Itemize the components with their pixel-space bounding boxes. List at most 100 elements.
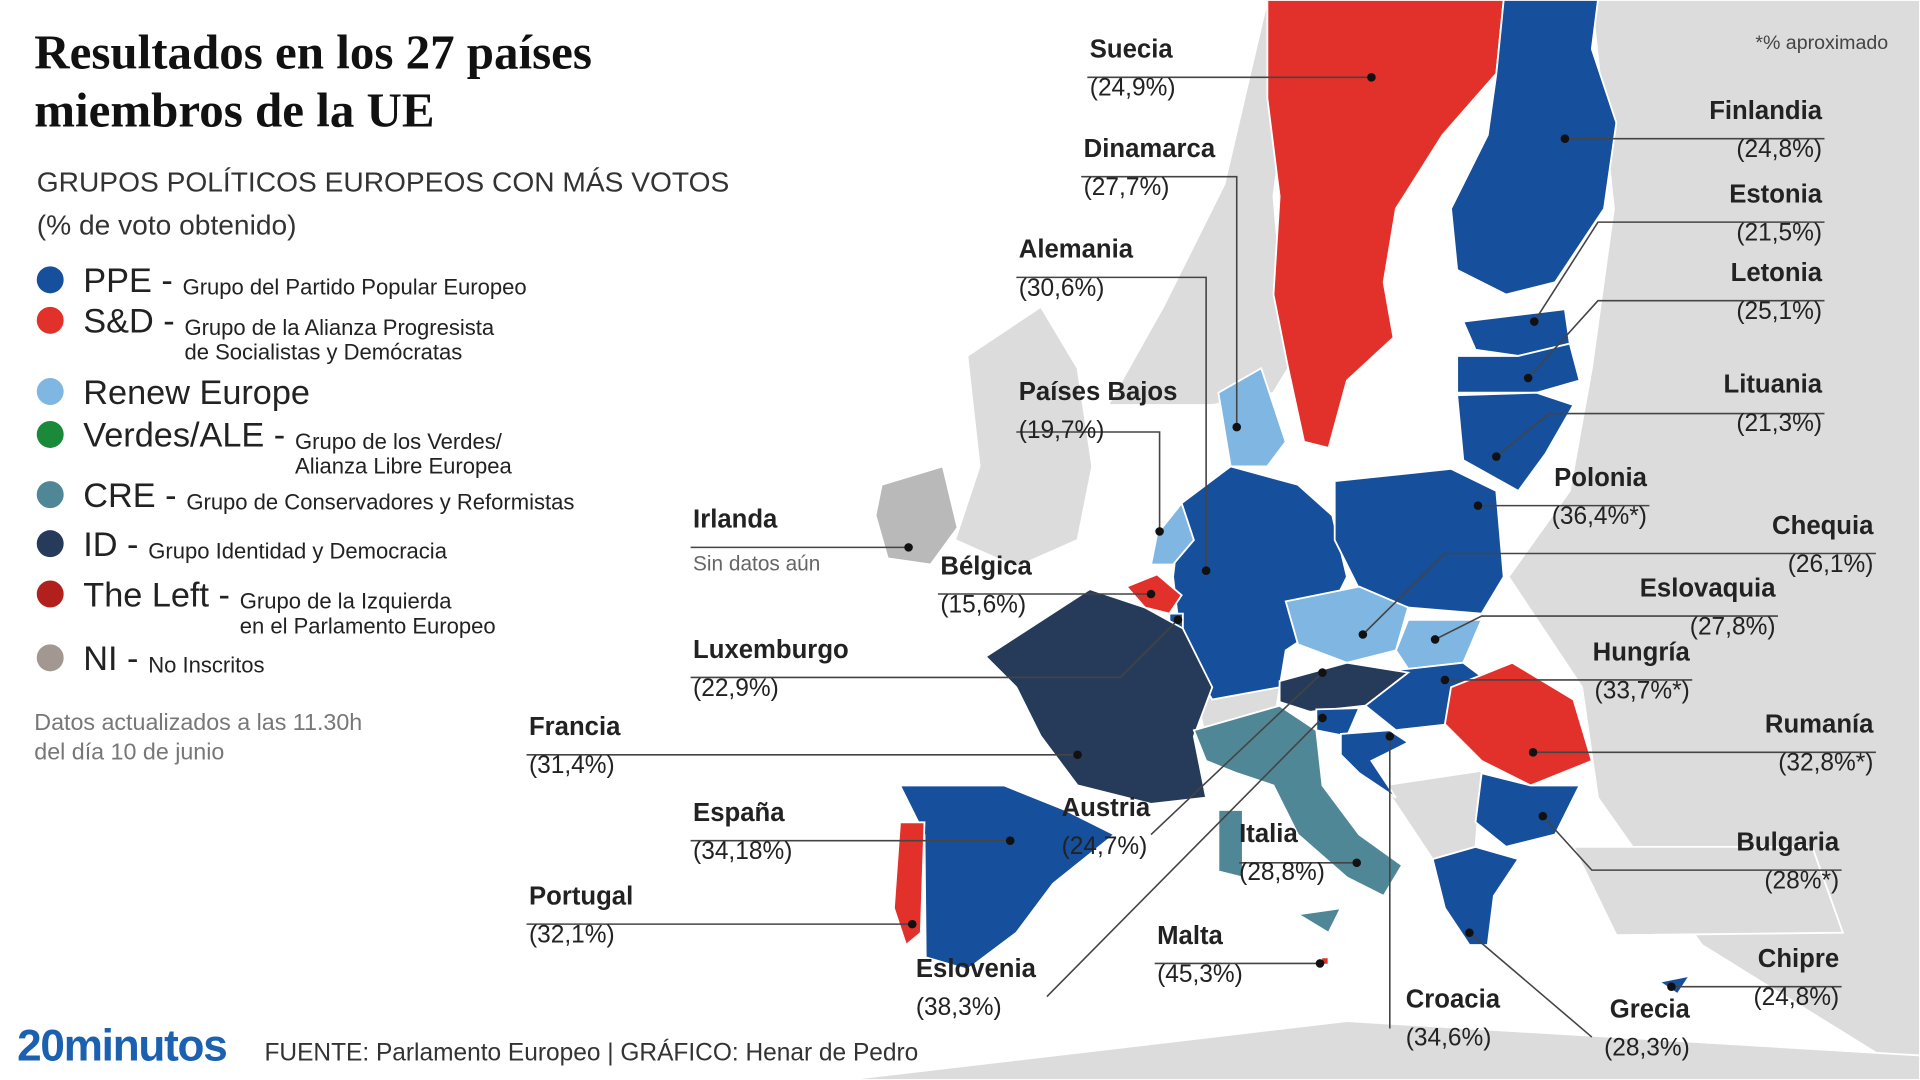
country-result: (25,1%) <box>1736 298 1822 325</box>
legend-code: CRE - <box>83 477 176 515</box>
legend-marker <box>36 530 64 558</box>
country-name: Letonia <box>1731 259 1823 287</box>
country-name: Chequia <box>1772 512 1874 540</box>
labels: Suecia (24,9%) Finlandia (24,8%) Dinamarca (2… <box>526 36 1876 1061</box>
location-dot <box>1528 748 1538 757</box>
country-shape <box>874 465 959 566</box>
country-name: Hungría <box>1593 638 1691 666</box>
credits: FUENTE: Parlamento Europeo | GRÁFICO: He… <box>264 1039 918 1066</box>
country-name: Suecia <box>1090 36 1174 64</box>
location-dot <box>1465 928 1474 938</box>
country-shape <box>1474 772 1582 848</box>
location-dot <box>1538 811 1548 821</box>
legend-code: The Left - <box>83 576 230 614</box>
country-name: Alemania <box>1019 236 1134 264</box>
country-shape <box>1443 661 1593 787</box>
legend-code: ID - <box>83 526 138 564</box>
location-dot <box>1201 566 1211 575</box>
country-name: Dinamarca <box>1084 135 1216 163</box>
country-name: Finlandia <box>1709 97 1823 125</box>
country-result: (28,3%) <box>1604 1034 1690 1061</box>
location-dot <box>1523 373 1533 383</box>
country-name: Portugal <box>529 882 633 910</box>
location-dot <box>1667 982 1676 992</box>
location-dot <box>1560 134 1570 143</box>
leader-line <box>1081 175 1238 428</box>
country-result: (27,8%) <box>1690 613 1776 640</box>
legend-marker <box>36 481 64 509</box>
country-shape <box>1149 501 1195 566</box>
country-name: Bulgaria <box>1736 828 1840 856</box>
legend-desc: de Socialistas y Demócratas <box>184 340 462 365</box>
country-result: (27,7%) <box>1084 174 1170 201</box>
country-result: (22,9%) <box>693 675 779 702</box>
leader-line <box>1527 299 1825 379</box>
country-name: Irlanda <box>693 506 778 534</box>
footnote: *% aproximado <box>1755 32 1888 54</box>
location-dot <box>1232 422 1242 432</box>
leader-line <box>1495 412 1825 458</box>
update-note: del día 10 de junio <box>34 739 224 765</box>
leader-line <box>1434 615 1778 641</box>
country-shape <box>1266 0 1505 450</box>
location-dot <box>1073 750 1082 760</box>
country-name: Francia <box>529 713 621 741</box>
country-shape <box>892 821 926 947</box>
country-result: (30,6%) <box>1019 275 1105 302</box>
country-result: (24,7%) <box>1062 833 1148 860</box>
legend-desc: Grupo de Conservadores y Reformistas <box>186 489 574 514</box>
country-shape <box>898 784 1116 971</box>
title: miembros de la UE <box>34 82 434 137</box>
legend-code: NI - <box>83 640 138 678</box>
legend-marker <box>36 306 64 334</box>
country-result: (21,5%) <box>1736 220 1822 247</box>
location-dot <box>1430 635 1440 644</box>
legend-code: Renew Europe <box>83 374 310 412</box>
legend-marker <box>36 266 64 294</box>
country-result: (33,7%*) <box>1595 677 1690 704</box>
country-shape <box>1339 729 1410 799</box>
location-dot <box>1492 452 1501 461</box>
land <box>1572 845 1845 937</box>
country-name: España <box>693 799 785 827</box>
country-shape <box>1333 467 1505 615</box>
location-dot <box>907 919 917 929</box>
location-dot <box>1530 317 1539 326</box>
country-name: Austria <box>1062 794 1151 822</box>
legend-desc: en el Parlamento Europeo <box>240 613 496 638</box>
country-result: (24,9%) <box>1090 75 1176 102</box>
title: Resultados en los 27 países <box>34 25 592 80</box>
country-result: (21,3%) <box>1736 410 1822 437</box>
country-name: Rumanía <box>1765 711 1874 739</box>
country-shape <box>1217 366 1287 468</box>
location-dot <box>1005 836 1015 845</box>
leader-line <box>1468 932 1593 1038</box>
legend-marker <box>36 580 64 608</box>
country-result: (34,18%) <box>693 838 792 865</box>
country-result: (32,8%*) <box>1778 750 1873 777</box>
leader-line <box>1150 671 1323 836</box>
country-result: (19,7%) <box>1019 417 1105 444</box>
leader-line <box>1046 717 1324 998</box>
country-name: Eslovenia <box>916 955 1037 983</box>
country-name: Grecia <box>1610 995 1691 1023</box>
land <box>1507 0 1920 1080</box>
location-dot <box>1352 858 1362 868</box>
legend-desc: Grupo del Partido Popular Europeo <box>183 275 527 300</box>
country-result: (45,3%) <box>1157 961 1243 988</box>
legend-code: PPE - <box>83 262 173 300</box>
country-name: Bélgica <box>940 552 1032 580</box>
country-shape <box>1431 845 1520 946</box>
country-name: Países Bajos <box>1019 378 1178 406</box>
leader-line <box>1016 276 1207 571</box>
country-shape <box>1394 618 1484 670</box>
legend-code: S&D - <box>83 303 174 341</box>
country-shape <box>1295 907 1343 935</box>
location-dot <box>1440 675 1450 685</box>
location-dot <box>1173 615 1183 625</box>
location-dot <box>1315 959 1325 968</box>
legend-desc: Grupo de los Verdes/ <box>295 429 503 454</box>
leader-line <box>1542 815 1842 871</box>
subtitle: (% de voto obtenido) <box>37 208 297 240</box>
